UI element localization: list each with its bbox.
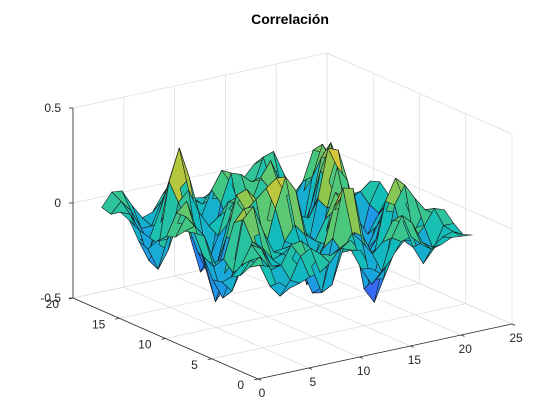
x-tick-label: 0 <box>259 386 266 400</box>
surface-patch <box>452 231 473 237</box>
y-tick-label: 15 <box>92 317 106 331</box>
y-tick-label: 20 <box>46 297 60 311</box>
x-tick-label: 25 <box>509 331 523 345</box>
x-tick-label: 20 <box>459 342 473 356</box>
z-tick-label: 0.5 <box>44 101 61 115</box>
axes-lines <box>68 107 516 381</box>
y-tick-label: 10 <box>138 338 152 352</box>
z-tick-label: -0.5 <box>40 291 61 305</box>
y-tick-label: 0 <box>237 378 244 392</box>
chart-title: Correlación <box>251 11 329 27</box>
surface-mesh <box>101 142 473 303</box>
x-axis-line <box>257 323 513 380</box>
x-tick-label: 5 <box>309 375 316 389</box>
x-tick-label: 15 <box>408 353 422 367</box>
z-tick-label: 0 <box>54 196 61 210</box>
x-tick-label: 10 <box>357 364 371 378</box>
y-tick-label: 5 <box>191 358 198 372</box>
